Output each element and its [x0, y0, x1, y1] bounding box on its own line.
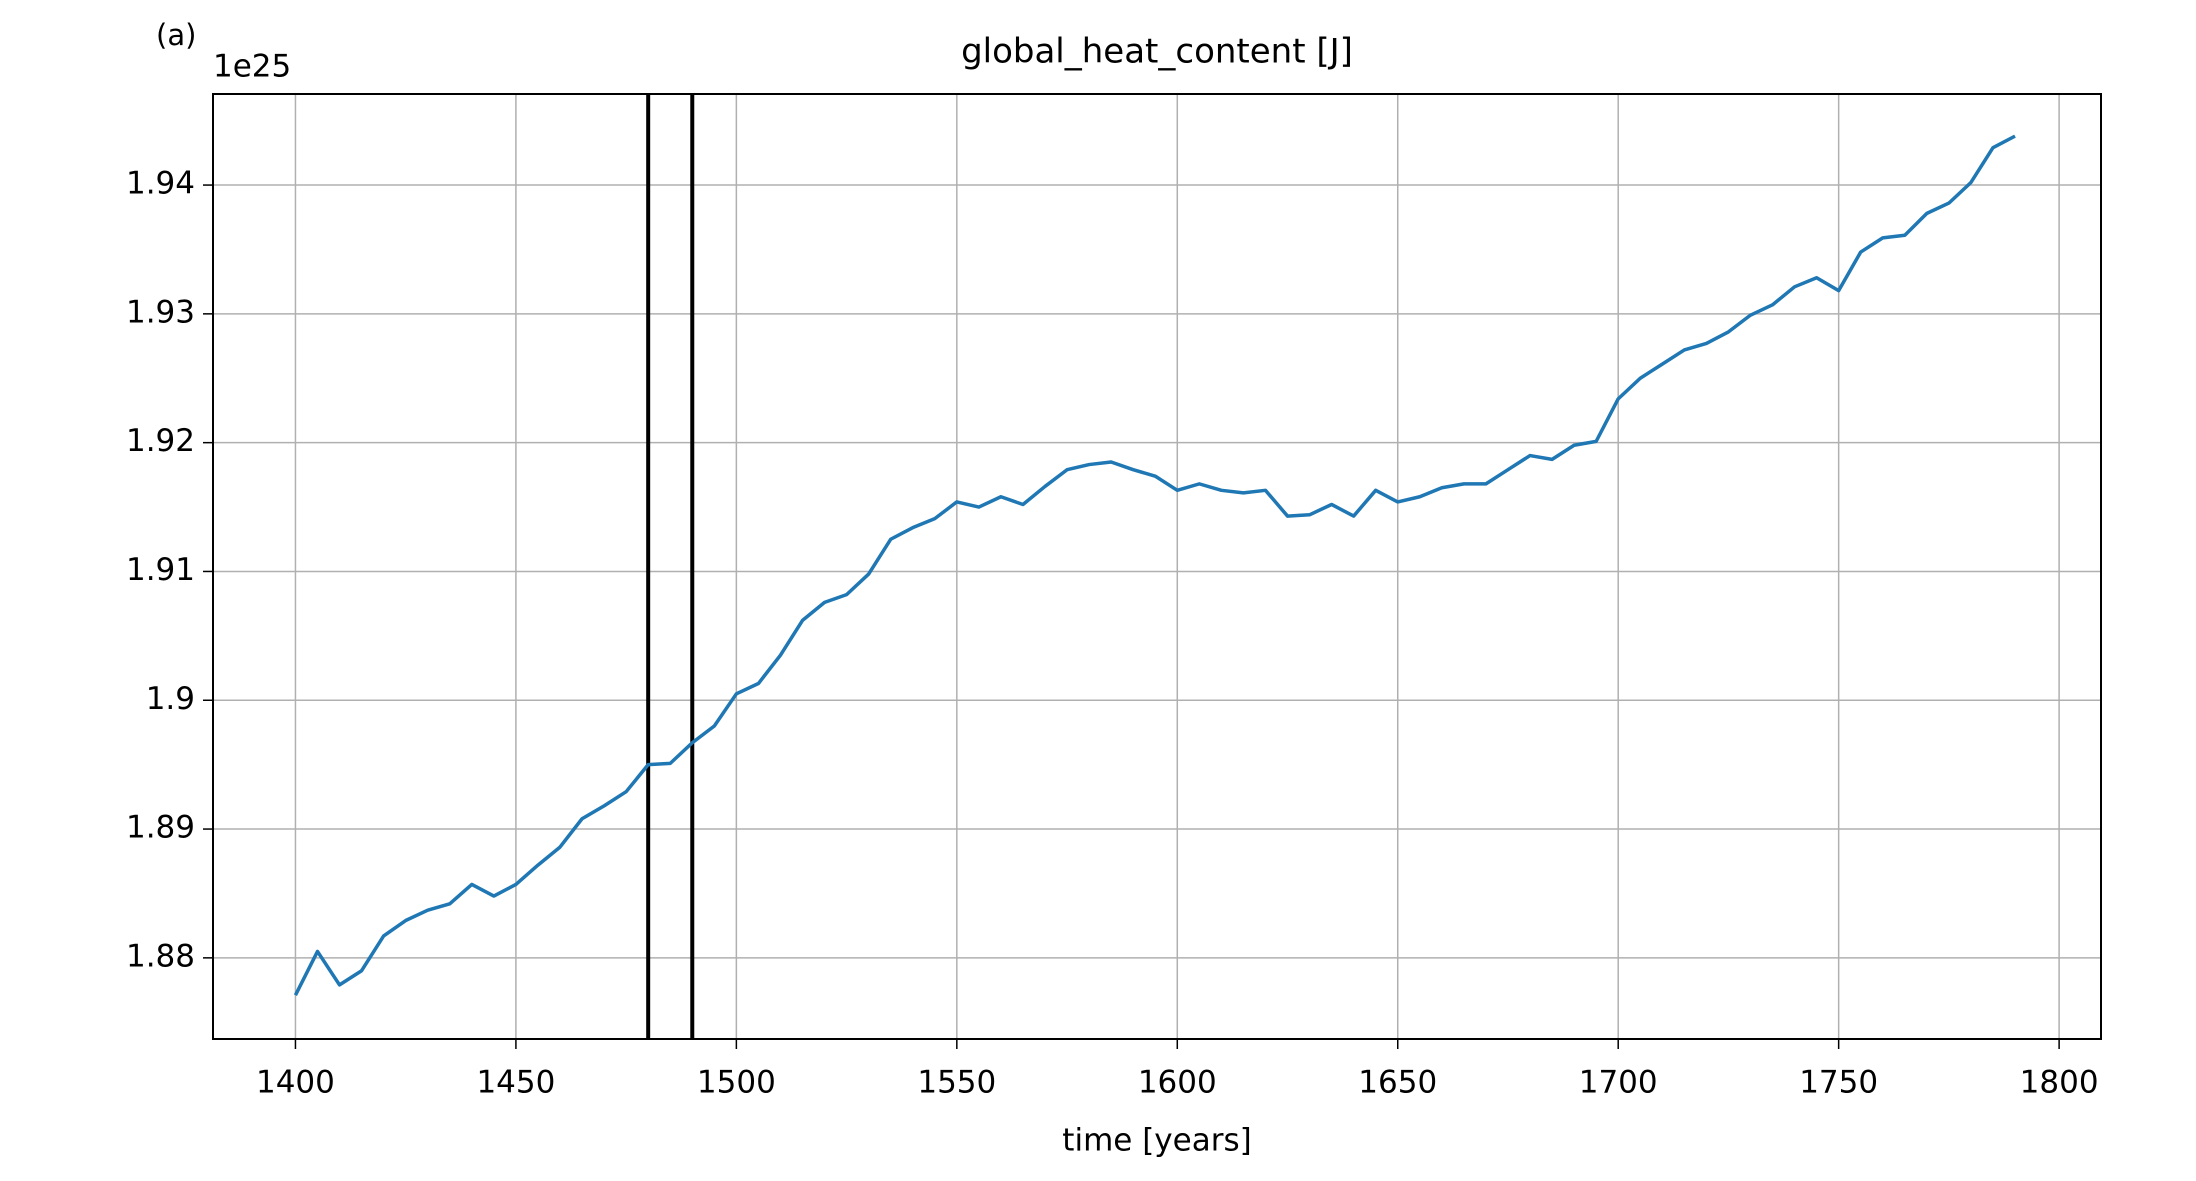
y-tick-label: 1.92 — [126, 423, 195, 459]
y-tick-label: 1.93 — [126, 294, 195, 330]
x-tick-label: 1700 — [1579, 1065, 1658, 1101]
data-line — [293, 134, 2016, 996]
offset-label: 1e25 — [213, 49, 291, 85]
x-tick-label: 1650 — [1358, 1065, 1437, 1101]
panel-label: (a) — [156, 18, 196, 52]
x-tick-label: 1450 — [476, 1065, 555, 1101]
x-tick-label: 1800 — [2020, 1065, 2099, 1101]
x-tick-label: 1550 — [917, 1065, 996, 1101]
x-axis-label: time [years] — [1062, 1123, 1251, 1159]
x-tick-label: 1600 — [1138, 1065, 1217, 1101]
x-tick-label: 1400 — [256, 1065, 335, 1101]
y-tick-label: 1.94 — [126, 166, 195, 202]
y-tick-label: 1.91 — [126, 552, 195, 588]
y-tick-label: 1.9 — [146, 681, 195, 717]
y-tick-label: 1.88 — [126, 938, 195, 974]
plot-frame — [212, 93, 2102, 1040]
x-tick-label: 1750 — [1799, 1065, 1878, 1101]
y-tick-label: 1.89 — [126, 810, 195, 846]
chart-title: global_heat_content [J] — [961, 32, 1353, 72]
x-tick-label: 1500 — [697, 1065, 776, 1101]
